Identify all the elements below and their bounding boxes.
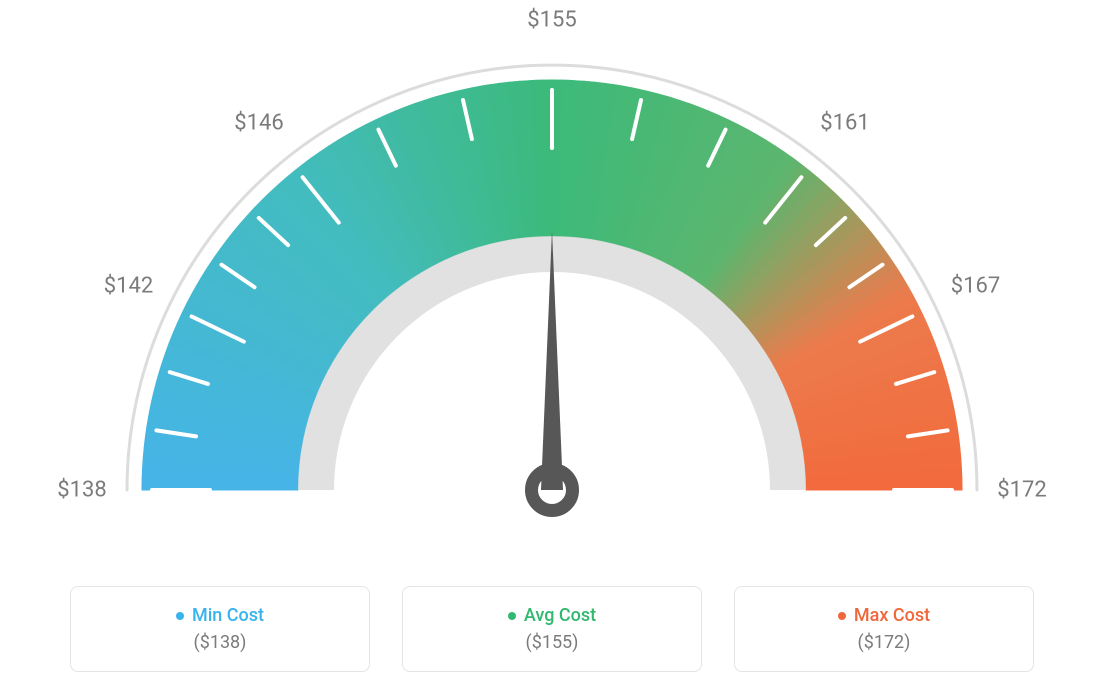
legend-title-max: Max Cost <box>838 605 930 626</box>
gauge-tick-label: $167 <box>951 274 1000 299</box>
legend-card-max: Max Cost ($172) <box>734 586 1034 672</box>
legend-label-max: Max Cost <box>854 605 930 626</box>
legend-dot-avg <box>508 612 516 620</box>
cost-gauge: $138 $142 $146 $155 $161 $167 $172 <box>0 0 1104 560</box>
gauge-tick-label: $142 <box>104 274 153 299</box>
gauge-tick-label: $138 <box>57 478 106 503</box>
legend-row: Min Cost ($138) Avg Cost ($155) Max Cost… <box>0 586 1104 672</box>
legend-dot-min <box>176 612 184 620</box>
gauge-tick-label: $172 <box>997 478 1046 503</box>
legend-title-avg: Avg Cost <box>508 605 596 626</box>
legend-dot-max <box>838 612 846 620</box>
legend-value-max: ($172) <box>858 632 911 653</box>
legend-title-min: Min Cost <box>176 605 264 626</box>
gauge-tick-label: $155 <box>527 8 576 33</box>
gauge-tick-label: $146 <box>234 110 283 135</box>
gauge-tick-label: $161 <box>820 110 869 135</box>
legend-label-avg: Avg Cost <box>524 605 596 626</box>
legend-card-avg: Avg Cost ($155) <box>402 586 702 672</box>
legend-card-min: Min Cost ($138) <box>70 586 370 672</box>
gauge-svg <box>0 0 1104 560</box>
legend-value-min: ($138) <box>194 632 247 653</box>
legend-value-avg: ($155) <box>526 632 579 653</box>
legend-label-min: Min Cost <box>192 605 264 626</box>
